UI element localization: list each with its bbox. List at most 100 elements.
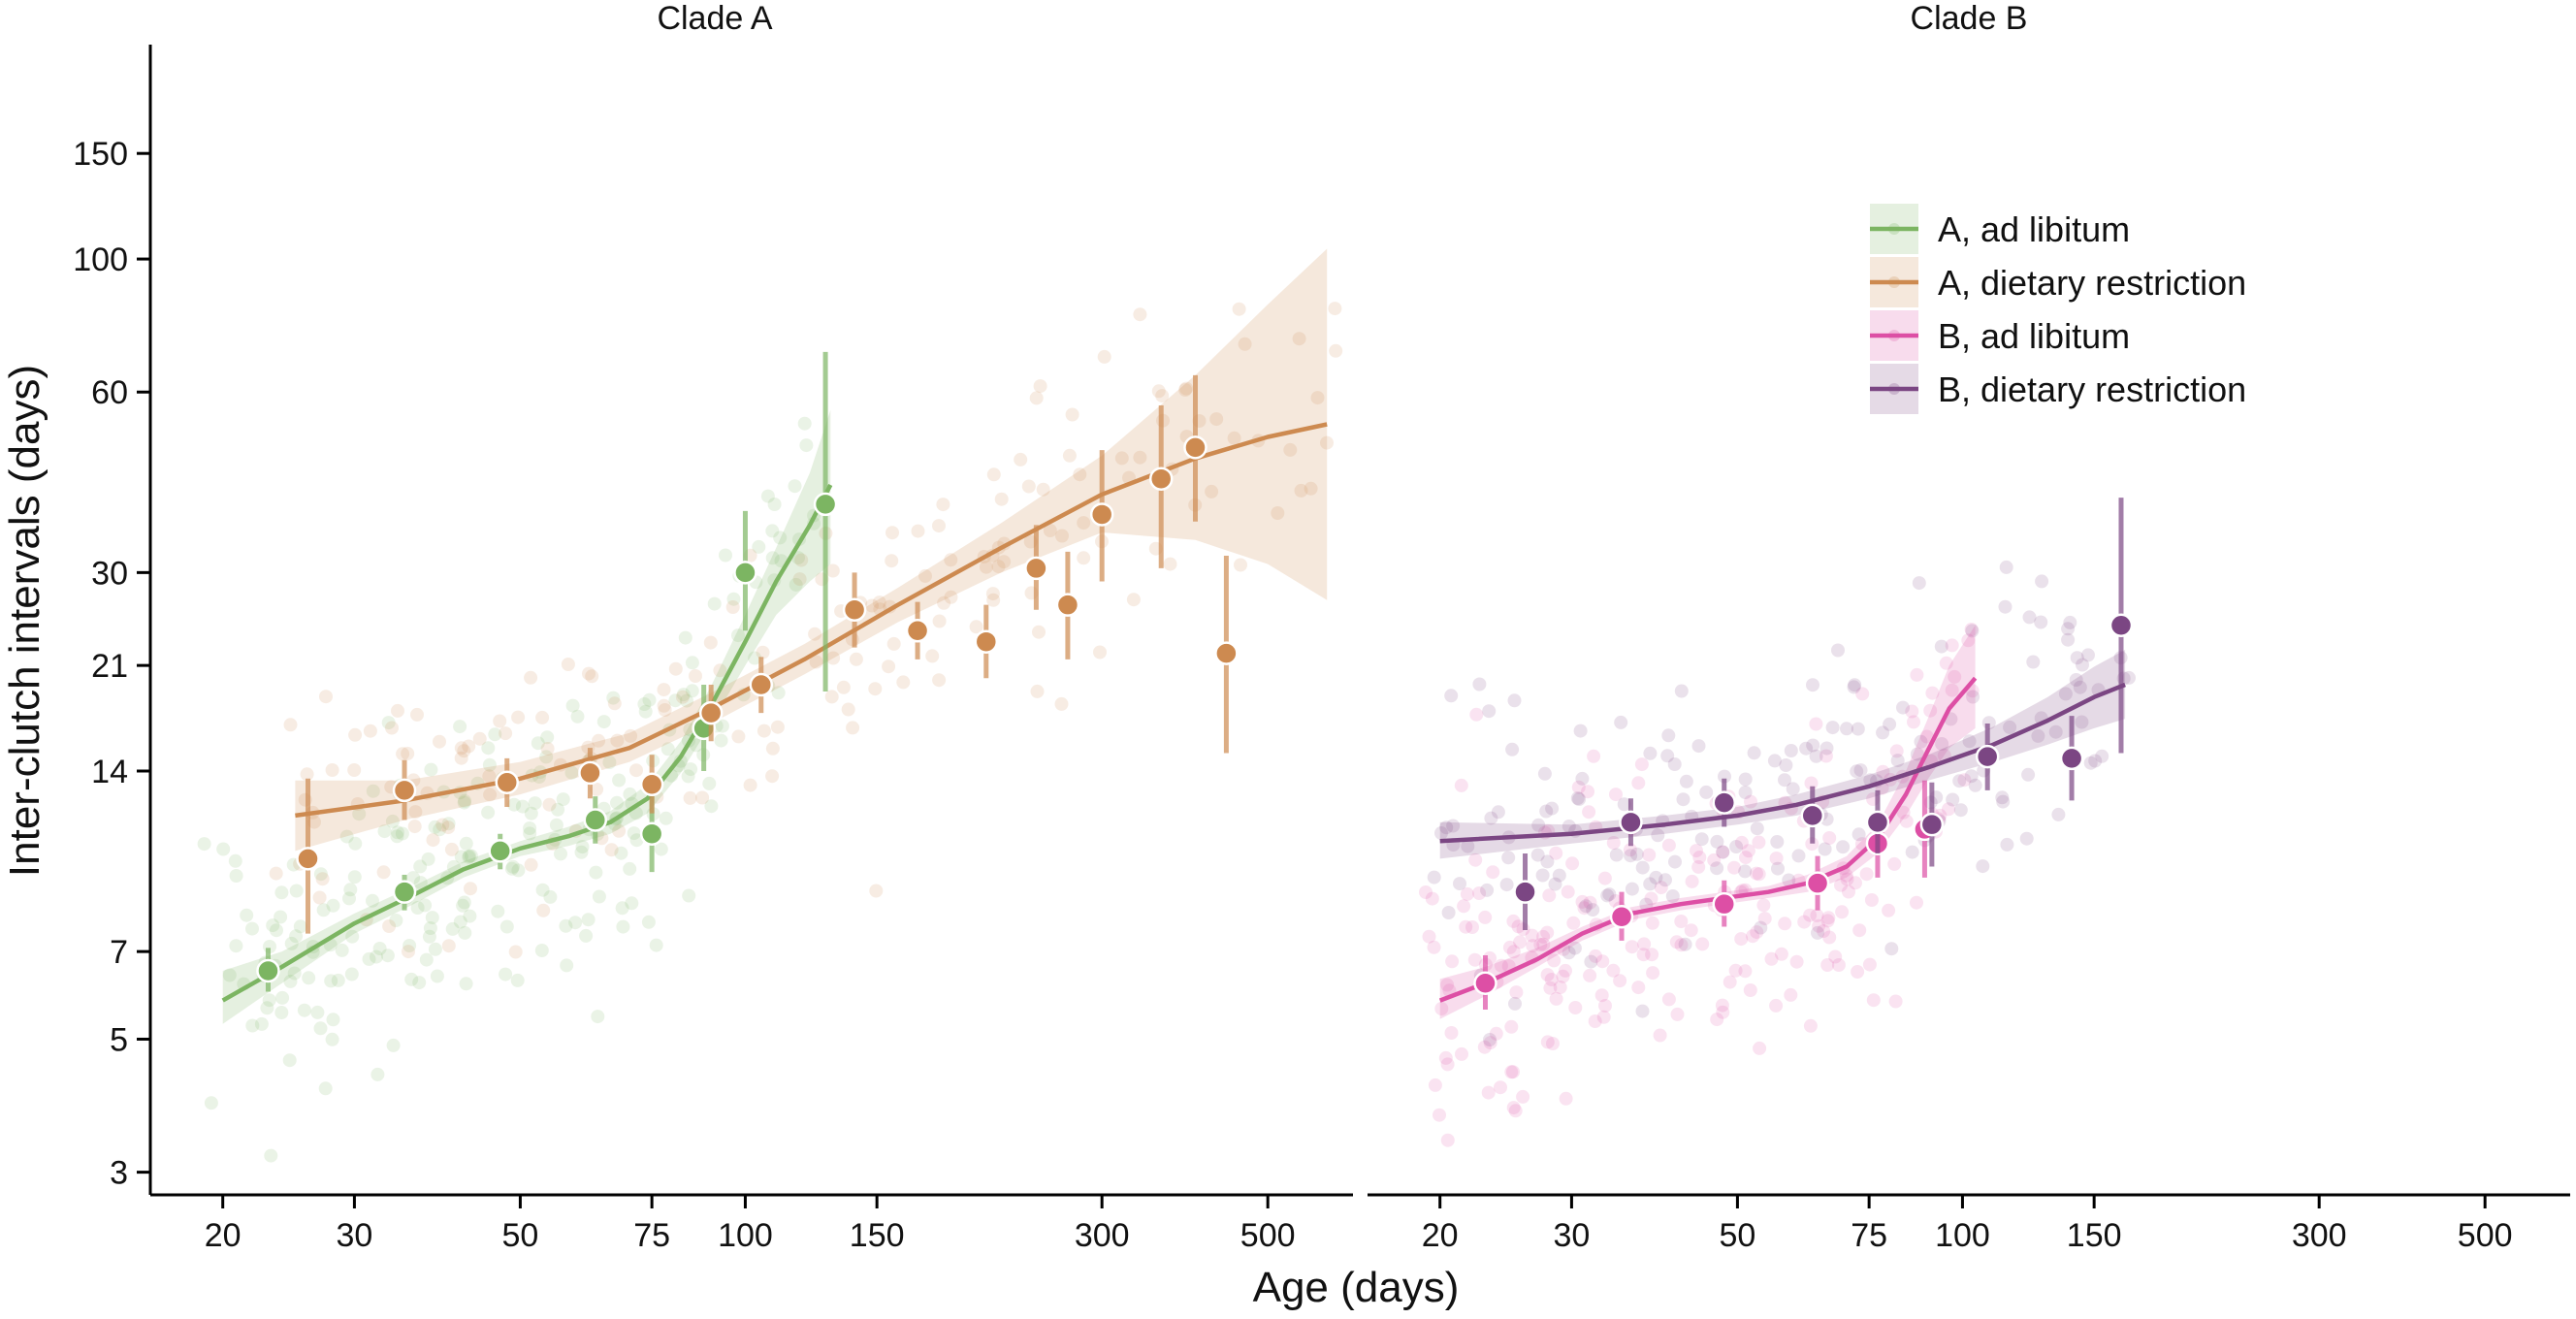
observation-point <box>456 898 470 913</box>
observation-point <box>352 807 367 821</box>
x-tick-label: 150 <box>850 1217 905 1254</box>
observation-point <box>1637 937 1652 951</box>
observation-point <box>524 857 538 872</box>
observation-point <box>610 795 624 810</box>
observation-point <box>1862 957 1877 972</box>
observation-point <box>2034 615 2048 629</box>
observation-point <box>197 837 211 852</box>
observation-point <box>1734 932 1749 947</box>
observation-point <box>1472 677 1487 692</box>
observation-point <box>1062 448 1077 463</box>
observation-point <box>1728 963 1743 978</box>
mean-point <box>256 958 280 983</box>
observation-point <box>695 790 710 805</box>
observation-point <box>1939 656 1953 670</box>
observation-point <box>685 656 699 670</box>
observation-point <box>616 919 630 934</box>
observation-point <box>773 531 788 545</box>
observation-point <box>1511 919 1526 934</box>
observation-point <box>825 563 840 578</box>
observation-point <box>1896 805 1911 820</box>
observation-point <box>752 539 766 554</box>
observation-point <box>1778 773 1791 788</box>
observation-point <box>1828 949 1843 964</box>
observation-point <box>1786 782 1800 796</box>
observation-point <box>1820 958 1835 972</box>
observation-point <box>435 818 450 832</box>
observation-point <box>481 805 496 820</box>
observation-point <box>260 1001 274 1015</box>
observation-point <box>554 847 567 861</box>
observation-point <box>1504 1019 1519 1034</box>
observation-point <box>1602 887 1617 902</box>
observation-point <box>680 693 693 708</box>
observation-point <box>283 974 298 988</box>
observation-point <box>464 882 477 896</box>
observation-point <box>595 831 609 846</box>
observation-point <box>318 1081 333 1096</box>
observation-point <box>1965 624 1980 638</box>
observation-point <box>331 973 345 987</box>
observation-point <box>1133 450 1147 465</box>
observation-point <box>1866 993 1881 1008</box>
observation-point <box>274 885 289 900</box>
legend-item: A, dietary restriction <box>1870 257 2246 307</box>
observation-point <box>1036 482 1050 497</box>
observation-point <box>1976 859 1990 874</box>
observation-point <box>380 949 395 963</box>
x-axis: 20 30 50 75 100 150 300 500 <box>150 1193 1353 1254</box>
observation-point <box>1581 785 1594 799</box>
observation-point <box>1586 903 1600 917</box>
observation-point <box>1304 481 1318 496</box>
observation-point <box>932 614 947 628</box>
observation-point <box>1964 769 1979 784</box>
observation-point <box>1566 916 1581 930</box>
observation-point <box>1667 757 1682 771</box>
observation-point <box>347 763 362 777</box>
observation-point <box>1999 560 2013 574</box>
mean-point <box>1148 466 1174 491</box>
mean-point <box>1619 810 1643 835</box>
observation-point <box>1561 885 1575 899</box>
observation-point <box>797 416 812 431</box>
observation-point <box>313 1021 328 1036</box>
mean-point <box>974 629 999 654</box>
observation-point <box>1839 868 1853 883</box>
observation-point <box>641 915 656 929</box>
observation-point <box>1876 725 1890 740</box>
observation-point <box>515 799 530 814</box>
observation-point <box>623 861 637 876</box>
observation-point <box>1478 910 1493 924</box>
observation-point <box>458 793 472 808</box>
observation-point <box>1440 1133 1455 1147</box>
observation-point <box>1653 1028 1667 1043</box>
observation-point <box>1434 826 1448 840</box>
observation-point <box>1310 391 1325 405</box>
observation-point <box>886 636 901 651</box>
observation-point <box>1502 940 1517 954</box>
mean-point <box>1712 790 1736 815</box>
observation-point <box>1809 717 1823 731</box>
mean-point <box>495 770 519 795</box>
observation-point <box>676 688 691 702</box>
observation-point <box>1644 891 1658 906</box>
x-tick-label: 500 <box>2458 1217 2513 1254</box>
observation-point <box>1543 981 1558 995</box>
observation-point <box>1806 678 1819 692</box>
observation-point <box>1525 928 1539 943</box>
y-axis: 3 5 7 14 21 30 60 100 150 <box>73 45 152 1195</box>
observation-point <box>1609 848 1624 862</box>
observation-point <box>1559 963 1572 978</box>
observation-point <box>407 820 422 834</box>
observation-point <box>1695 937 1710 951</box>
observation-point <box>372 942 387 955</box>
observation-point <box>1468 853 1483 867</box>
x-axis-title: Age (days) <box>1253 1264 1460 1311</box>
observation-point <box>433 734 446 749</box>
observation-point <box>1831 958 1846 972</box>
observation-point <box>275 990 290 1005</box>
observation-point <box>1882 903 1896 917</box>
observation-point <box>1812 918 1826 933</box>
observation-point <box>413 876 428 890</box>
observation-point <box>1840 722 1853 736</box>
